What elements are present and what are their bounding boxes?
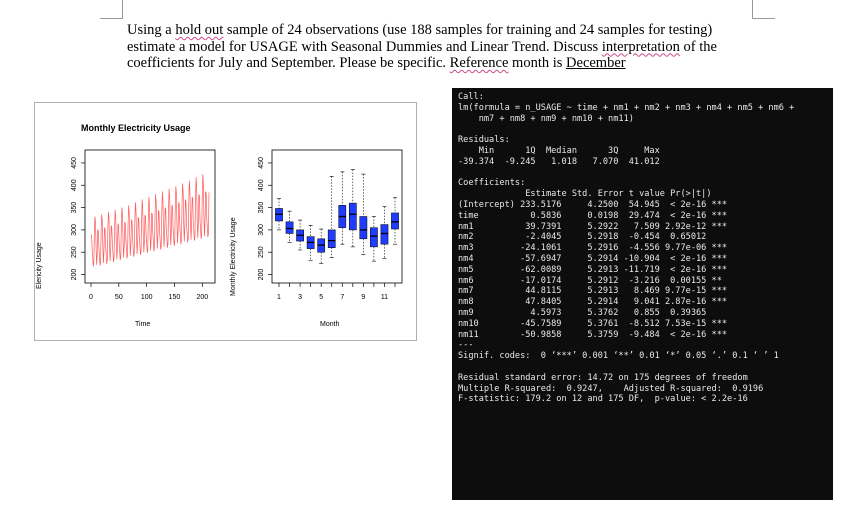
left-y-axis-label: Elericity Usage	[36, 242, 43, 289]
console-line: Residual standard error: 14.72 on 175 de…	[458, 372, 748, 383]
y-tick-label: 450	[258, 157, 265, 169]
text-run-underlined: December	[566, 55, 626, 71]
y-tick-label: 350	[258, 202, 265, 214]
y-tick-label: 200	[258, 269, 265, 281]
question-line-1: Using a hold out sample of 24 observatio…	[127, 22, 767, 39]
console-line: lm(formula = n_USAGE ~ time + nm1 + nm2 …	[458, 102, 795, 113]
console-line: Estimate Std. Error t value Pr(>|t|)	[458, 189, 712, 200]
question-line-2: estimate a model for USAGE with Seasonal…	[127, 39, 767, 56]
text-run: Using a	[127, 22, 176, 38]
text-run: sample of 24 observations (use 188 sampl…	[223, 22, 713, 38]
console-line: nm7 + nm8 + nm9 + nm10 + nm11)	[458, 113, 634, 124]
console-line: F-statistic: 179.2 on 12 and 175 DF, p-v…	[458, 394, 748, 405]
box	[359, 216, 368, 240]
y-tick-label: 300	[71, 224, 78, 236]
x-tick-label: 0	[89, 294, 93, 301]
x-tick-label: 9	[361, 294, 365, 301]
right-x-axis: 1 3 5 7 9 11	[277, 283, 396, 301]
y-tick-label: 250	[71, 246, 78, 258]
console-line: nm6 -17.0174 5.2912 -3.216 0.00155 **	[458, 275, 722, 286]
r-plot-figure: Monthly Electricity Usage 200 250 300 350 40…	[34, 102, 417, 341]
x-tick-label: 7	[340, 294, 344, 301]
y-tick-label: 400	[258, 179, 265, 191]
box	[327, 229, 336, 249]
text-run: coefficients for July and September. Ple…	[127, 55, 450, 71]
y-tick-label: 250	[258, 246, 265, 258]
x-tick-label: 3	[298, 294, 302, 301]
left-x-axis: 0 50 100 150 200	[89, 283, 208, 301]
box	[370, 227, 378, 248]
console-line	[458, 168, 833, 179]
box	[285, 221, 294, 234]
console-line: nm4 -57.6947 5.2914 -10.904 < 2e-16 ***	[458, 253, 728, 264]
left-plot-box	[84, 149, 216, 284]
x-tick-label: 200	[196, 294, 208, 301]
console-line: Min 1Q Median 3Q Max	[458, 145, 660, 156]
console-line: Call:	[458, 92, 484, 102]
figure-title: Monthly Electricity Usage	[81, 123, 191, 133]
r-console-output: Call: lm(formula = n_USAGE ~ time + nm1 +…	[452, 88, 833, 500]
x-tick-label: 1	[277, 294, 281, 301]
console-line: time 0.5836 0.0198 29.474 < 2e-16 ***	[458, 210, 728, 221]
page-corner-marker	[752, 0, 775, 19]
monthly-boxplots	[275, 169, 399, 264]
right-y-axis: 200 250 300 350 400 450	[258, 157, 272, 280]
time-series-line	[91, 174, 210, 267]
console-line: nm5 -62.0089 5.2913 -11.719 < 2e-16 ***	[458, 264, 728, 275]
left-y-axis: 200 250 300 350 400 450	[71, 157, 85, 280]
console-line: nm1 39.7391 5.2922 7.509 2.92e-12 ***	[458, 221, 728, 232]
y-tick-label: 400	[71, 179, 78, 191]
y-tick-label: 350	[71, 202, 78, 214]
console-line: Signif. codes: 0 ‘***’ 0.001 ‘**’ 0.01 ‘…	[458, 351, 779, 362]
console-line: nm3 -24.1061 5.2916 -4.556 9.77e-06 ***	[458, 243, 728, 254]
question-text: Using a hold out sample of 24 observatio…	[127, 22, 767, 72]
console-line: Coefficients:	[458, 178, 526, 189]
text-run: of the	[679, 38, 717, 55]
x-tick-label: 11	[381, 294, 388, 301]
console-line: nm10 -45.7589 5.3761 -8.512 7.53e-15 ***	[458, 318, 728, 329]
left-x-axis-label: Time	[135, 321, 150, 328]
console-line: nm7 44.8115 5.2913 8.469 9.77e-15 ***	[458, 286, 728, 297]
series-line	[91, 174, 210, 267]
question-line-3: coefficients for July and September. Ple…	[127, 55, 767, 72]
box	[391, 212, 399, 230]
console-text: Call: lm(formula = n_USAGE ~ time + nm1 +…	[452, 88, 833, 405]
x-tick-label: 100	[141, 294, 153, 301]
right-plot-box	[271, 149, 403, 284]
text-run-underlined: Reference	[449, 55, 509, 71]
console-line	[458, 362, 833, 373]
x-tick-label: 5	[319, 294, 323, 301]
console-line: nm2 -2.4045 5.2918 -0.454 0.65012	[458, 232, 707, 243]
console-line: ---	[458, 340, 474, 351]
box	[380, 224, 389, 245]
text-run-underlined: interpretation	[601, 38, 680, 55]
box	[348, 202, 357, 231]
console-line	[458, 124, 833, 135]
console-line: Multiple R-squared: 0.9247, Adjusted R-s…	[458, 383, 764, 394]
console-line: nm8 47.8405 5.2914 9.041 2.87e-16 ***	[458, 297, 728, 308]
console-line: Residuals:	[458, 135, 510, 146]
y-tick-label: 300	[258, 224, 265, 236]
text-run: month is	[508, 55, 567, 71]
x-tick-label: 150	[169, 294, 181, 301]
y-tick-label: 450	[71, 157, 78, 169]
text-run: estimate a model for USAGE with Seasonal…	[127, 38, 602, 55]
console-line: (Intercept) 233.5176 4.2500 54.945 < 2e-…	[458, 199, 728, 210]
right-y-axis-label: Monthly Electricity Usage	[230, 217, 237, 296]
console-line: -39.374 -9.245 1.018 7.070 41.012	[458, 156, 660, 167]
page-corner-marker	[100, 0, 123, 19]
right-x-axis-label: Month	[320, 321, 340, 328]
x-tick-label: 50	[115, 294, 123, 301]
plot-canvas: Monthly Electricity Usage 20025030035040…	[36, 123, 403, 328]
console-line: nm11 -50.9858 5.3759 -9.484 < 2e-16 ***	[458, 329, 728, 340]
console-line: nm9 4.5973 5.3762 0.855 0.39365	[458, 307, 707, 318]
text-run-underlined: hold out	[175, 22, 224, 38]
y-tick-label: 200	[71, 269, 78, 281]
